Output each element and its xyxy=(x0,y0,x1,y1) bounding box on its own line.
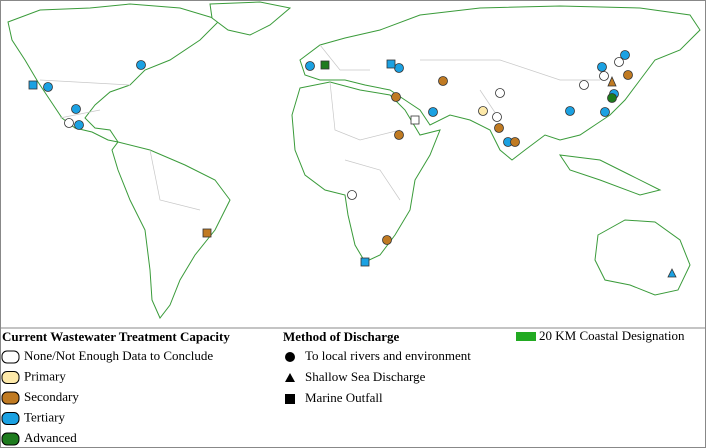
capacity-swatch xyxy=(1,412,20,425)
world-map xyxy=(7,1,701,319)
legend-label: Marine Outfall xyxy=(305,390,383,405)
legend-label: 20 KM Coastal Designation xyxy=(539,328,685,343)
method-symbol xyxy=(285,373,295,382)
capacity-swatch xyxy=(1,350,20,364)
capacity-swatch xyxy=(1,391,20,405)
legend-label: Secondary xyxy=(24,389,79,404)
coastal-swatch xyxy=(516,332,536,341)
capacity-swatch xyxy=(1,432,20,446)
site-markers xyxy=(28,50,677,278)
legend-label: To local rivers and environment xyxy=(305,348,471,363)
legend-label: Tertiary xyxy=(24,409,65,424)
legend-label: None/Not Enough Data to Conclude xyxy=(24,348,213,363)
legend-label: Advanced xyxy=(24,430,77,445)
legend-title: Current Wastewater Treatment Capacity xyxy=(2,329,230,344)
legend: Current Wastewater Treatment Capacity Me… xyxy=(2,328,685,344)
legend-label: Shallow Sea Discharge xyxy=(305,369,426,384)
method-symbol xyxy=(285,394,295,404)
method-symbol xyxy=(285,352,295,362)
legend-label: Primary xyxy=(24,368,66,383)
capacity-swatch xyxy=(1,371,20,384)
legend-title: Method of Discharge xyxy=(283,329,399,344)
